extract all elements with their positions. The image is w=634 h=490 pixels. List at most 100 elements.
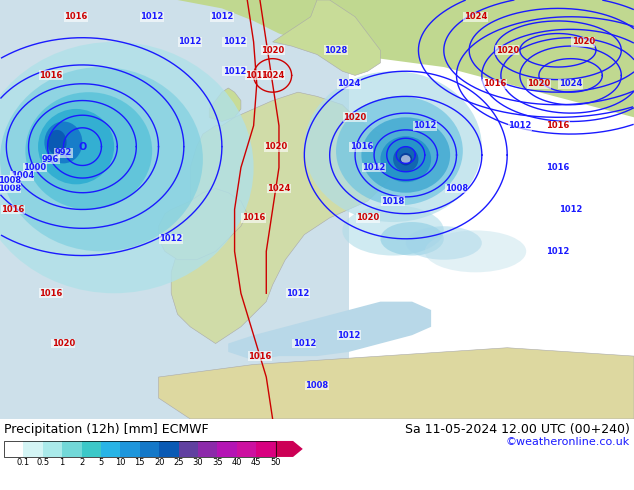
Text: 1012: 1012 — [547, 247, 569, 256]
Text: 20: 20 — [154, 458, 164, 467]
Text: 1024: 1024 — [464, 12, 487, 21]
Ellipse shape — [380, 136, 431, 182]
Bar — [0, 0, 349, 419]
Text: 1008: 1008 — [0, 184, 21, 193]
Text: 1012: 1012 — [210, 12, 233, 21]
Bar — [120, 441, 140, 457]
Text: 45: 45 — [251, 458, 261, 467]
Text: 1020: 1020 — [527, 79, 550, 88]
Text: 1016: 1016 — [245, 71, 268, 80]
Bar — [82, 441, 101, 457]
Text: 1012: 1012 — [160, 234, 183, 244]
Ellipse shape — [406, 226, 482, 260]
Text: 0.5: 0.5 — [36, 458, 49, 467]
Text: 1012: 1012 — [559, 205, 582, 214]
Polygon shape — [158, 189, 247, 260]
Text: 1012: 1012 — [413, 121, 436, 130]
Text: 1004: 1004 — [11, 172, 34, 180]
Ellipse shape — [393, 147, 418, 172]
Text: 1024: 1024 — [261, 71, 284, 80]
Text: 1012: 1012 — [508, 121, 531, 130]
Text: 2: 2 — [79, 458, 84, 467]
Ellipse shape — [361, 117, 450, 193]
Ellipse shape — [44, 122, 82, 163]
Text: 1028: 1028 — [325, 46, 347, 55]
Text: 1012: 1012 — [141, 12, 164, 21]
Text: 1020: 1020 — [572, 37, 595, 47]
Polygon shape — [171, 92, 399, 343]
Polygon shape — [273, 0, 380, 75]
Ellipse shape — [342, 205, 444, 256]
Text: 15: 15 — [134, 458, 145, 467]
Ellipse shape — [304, 71, 482, 222]
Text: 1012: 1012 — [287, 289, 309, 298]
Bar — [4, 441, 276, 457]
Text: 1020: 1020 — [344, 113, 366, 122]
Text: Precipitation (12h) [mm] ECMWF: Precipitation (12h) [mm] ECMWF — [4, 423, 209, 436]
Bar — [140, 441, 159, 457]
Bar — [43, 441, 62, 457]
Bar — [237, 441, 256, 457]
Text: 1016: 1016 — [39, 71, 62, 80]
Ellipse shape — [0, 67, 203, 251]
Ellipse shape — [38, 109, 114, 184]
Bar — [4, 441, 23, 457]
Bar — [217, 441, 237, 457]
Ellipse shape — [25, 92, 152, 210]
Text: O: O — [78, 142, 87, 151]
Polygon shape — [158, 348, 634, 419]
Polygon shape — [209, 88, 241, 122]
Text: 1008: 1008 — [445, 184, 468, 193]
Text: 1012: 1012 — [223, 67, 246, 76]
FancyArrow shape — [276, 441, 303, 457]
Text: 1024: 1024 — [268, 184, 290, 193]
Text: 1016: 1016 — [65, 12, 87, 21]
Text: 1020: 1020 — [264, 142, 287, 151]
Text: 1018: 1018 — [382, 196, 404, 206]
Ellipse shape — [425, 230, 526, 272]
Polygon shape — [178, 0, 634, 117]
Text: 0.1: 0.1 — [17, 458, 30, 467]
Text: 996: 996 — [42, 155, 60, 164]
Text: 1012: 1012 — [179, 37, 202, 47]
Text: 1: 1 — [60, 458, 65, 467]
Bar — [179, 441, 198, 457]
Text: 1016: 1016 — [1, 205, 24, 214]
Text: 1000: 1000 — [23, 163, 46, 172]
Text: 25: 25 — [173, 458, 184, 467]
Bar — [62, 441, 82, 457]
Text: 35: 35 — [212, 458, 223, 467]
Ellipse shape — [401, 155, 411, 163]
Text: 1024: 1024 — [337, 79, 360, 88]
Text: 5: 5 — [98, 458, 103, 467]
Text: 1016: 1016 — [547, 163, 569, 172]
Text: Sa 11-05-2024 12.00 UTC (00+240): Sa 11-05-2024 12.00 UTC (00+240) — [405, 423, 630, 436]
Bar — [159, 441, 179, 457]
Text: 1020: 1020 — [496, 46, 519, 55]
Text: 40: 40 — [231, 458, 242, 467]
Text: 1008: 1008 — [0, 175, 21, 185]
Ellipse shape — [399, 153, 412, 166]
Text: 1016: 1016 — [242, 213, 265, 222]
Text: 1016: 1016 — [249, 352, 271, 361]
Text: 30: 30 — [193, 458, 204, 467]
Text: 1020: 1020 — [52, 339, 75, 348]
Text: 10: 10 — [115, 458, 126, 467]
Text: 1012: 1012 — [223, 37, 246, 47]
Text: ©weatheronline.co.uk: ©weatheronline.co.uk — [506, 437, 630, 447]
Text: 1008: 1008 — [306, 381, 328, 390]
Ellipse shape — [0, 42, 254, 293]
Text: 992: 992 — [55, 148, 72, 157]
Text: 1012: 1012 — [293, 339, 316, 348]
Text: 1020: 1020 — [356, 213, 379, 222]
Text: 1016: 1016 — [39, 289, 62, 298]
Text: 1020: 1020 — [261, 46, 284, 55]
Text: 1024: 1024 — [559, 79, 582, 88]
Bar — [198, 441, 217, 457]
Ellipse shape — [380, 222, 444, 256]
Text: 1012: 1012 — [337, 331, 360, 340]
Text: 50: 50 — [270, 458, 281, 467]
Text: 1012: 1012 — [363, 163, 385, 172]
Text: 1016: 1016 — [350, 142, 373, 151]
Bar — [101, 441, 120, 457]
